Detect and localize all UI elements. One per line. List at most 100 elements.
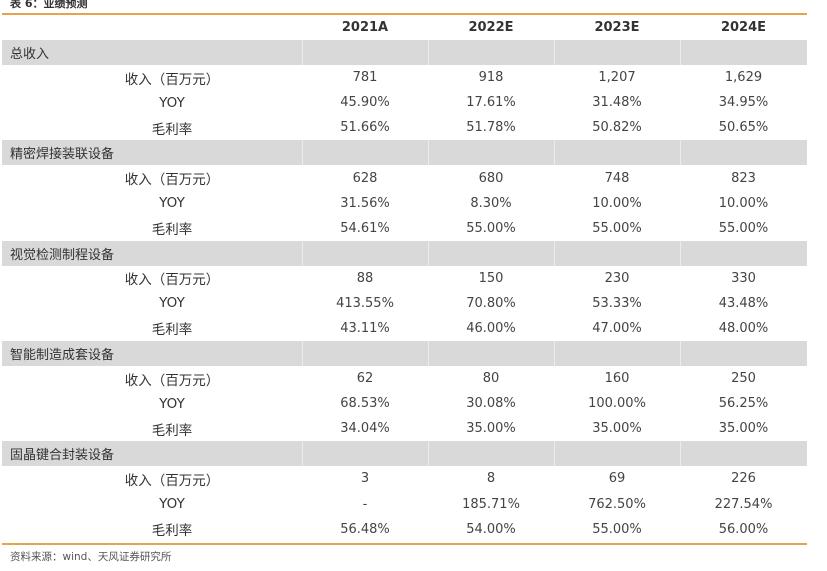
table-cell: 150 [478, 270, 504, 286]
table-cell: - [362, 496, 368, 512]
table-cell: 34.95% [718, 95, 769, 111]
row-label: 毛利率 [151, 422, 193, 439]
table-cell: 55.00% [466, 220, 516, 236]
header-row: 2021A 2022E 2023E 2024E [2, 15, 807, 40]
row-label: 收入（百万元） [124, 472, 220, 489]
top-rule [2, 13, 807, 15]
segment-row: 精密焊接装联设备 [2, 140, 807, 166]
table-cell: 69 [608, 471, 626, 487]
table-cell: 53.33% [592, 295, 642, 311]
table-cell: 54.61% [340, 220, 390, 236]
row-label: 毛利率 [151, 222, 193, 239]
table-cell: 680 [478, 170, 504, 186]
table-cell: 35.00% [718, 421, 769, 437]
column-header: 2023E [594, 20, 640, 36]
table-cell: 160 [604, 371, 630, 387]
segment-label: 总收入 [2, 40, 302, 66]
table-cell: 45.90% [340, 95, 390, 111]
table-row: 收入（百万元） 62 80 160 250 [2, 366, 807, 391]
table-row: YOY 413.55% 70.80% 53.33% 43.48% [2, 291, 807, 316]
table-cell: 56.48% [340, 521, 390, 537]
table-cell: 8 [486, 471, 496, 487]
table-cell: 185.71% [462, 496, 520, 512]
table-cell: 70.80% [466, 295, 516, 311]
table-cell: 823 [731, 170, 756, 186]
header-label-cell [2, 15, 302, 40]
table-caption: 表 6：业绩预测 [10, 0, 88, 10]
table-cell: 43.48% [718, 295, 769, 311]
row-label: 毛利率 [151, 523, 193, 540]
table-cell: 8.30% [470, 195, 512, 211]
table-cell: 35.00% [466, 421, 516, 437]
table-cell: 47.00% [592, 320, 642, 336]
row-label: 毛利率 [151, 322, 193, 339]
table-cell: 781 [352, 70, 378, 86]
table-cell: 34.04% [340, 421, 390, 437]
table-cell: 330 [731, 270, 756, 286]
table-row: 收入（百万元） 628 680 748 823 [2, 165, 807, 190]
segment-label: 视觉检测制程设备 [2, 240, 302, 266]
table-cell: 250 [731, 371, 756, 387]
row-label: YOY [159, 395, 185, 412]
table-cell: 88 [356, 270, 374, 286]
segment-row: 智能制造成套设备 [2, 341, 807, 367]
table-cell: 51.66% [340, 120, 390, 136]
table-cell: 1,629 [724, 70, 763, 86]
segment-label: 智能制造成套设备 [2, 341, 302, 367]
table-cell: 62 [356, 371, 374, 387]
table-cell: 43.11% [340, 320, 390, 336]
table-row: 毛利率 51.66% 51.78% 50.82% 50.65% [2, 115, 807, 140]
segment-row: 视觉检测制程设备 [2, 240, 807, 266]
table-cell: 55.00% [718, 220, 769, 236]
row-label: YOY [159, 94, 185, 111]
table-row: 收入（百万元） 88 150 230 330 [2, 266, 807, 291]
bottom-rule [2, 543, 807, 545]
row-label: YOY [159, 195, 185, 212]
column-header: 2022E [468, 20, 514, 36]
table-row: YOY 68.53% 30.08% 100.00% 56.25% [2, 391, 807, 416]
table-cell: 10.00% [718, 195, 769, 211]
table-cell: 56.00% [718, 521, 769, 537]
table-row: 收入（百万元） 781 918 1,207 1,629 [2, 65, 807, 90]
row-label: 收入（百万元） [124, 71, 220, 88]
table-cell: 1,207 [598, 70, 636, 86]
table-cell: 55.00% [592, 521, 642, 537]
table-row: 毛利率 34.04% 35.00% 35.00% 35.00% [2, 416, 807, 441]
segment-label: 固晶键合封装设备 [2, 441, 302, 467]
table-cell: 413.55% [336, 295, 394, 311]
table-cell: 17.61% [466, 95, 516, 111]
table-cell: 30.08% [466, 396, 516, 412]
table-cell: 748 [604, 170, 630, 186]
table-cell: 48.00% [718, 320, 769, 336]
table-row: 毛利率 43.11% 46.00% 47.00% 48.00% [2, 316, 807, 341]
table-row: YOY - 185.71% 762.50% 227.54% [2, 491, 807, 516]
table-cell: 227.54% [714, 496, 773, 512]
table-cell: 31.56% [340, 195, 390, 211]
table-row: YOY 45.90% 17.61% 31.48% 34.95% [2, 90, 807, 115]
column-header: 2021A [341, 20, 389, 36]
table-cell: 762.50% [588, 496, 646, 512]
row-label: 收入（百万元） [124, 272, 220, 289]
table-cell: 51.78% [466, 120, 516, 136]
table-cell: 3 [360, 471, 370, 487]
row-label: 收入（百万元） [124, 372, 220, 389]
row-label: YOY [159, 295, 185, 312]
source-note: 资料来源：wind、天风证券研究所 [10, 551, 172, 563]
table-cell: 54.00% [466, 521, 516, 537]
segment-row: 总收入 [2, 40, 807, 66]
table-cell: 226 [731, 471, 756, 487]
row-label: YOY [159, 496, 185, 513]
table-row: YOY 31.56% 8.30% 10.00% 10.00% [2, 191, 807, 216]
row-label: 收入（百万元） [124, 172, 220, 188]
table-cell: 10.00% [592, 195, 642, 211]
segment-row: 固晶键合封装设备 [2, 441, 807, 467]
table-cell: 56.25% [718, 396, 769, 412]
forecast-table: 2021A 2022E 2023E 2024E 总收入 收入（百万元） 781 … [2, 15, 807, 542]
table-cell: 35.00% [592, 421, 642, 437]
table-cell: 46.00% [466, 320, 516, 336]
segment-label: 精密焊接装联设备 [2, 140, 302, 166]
table-cell: 31.48% [592, 95, 642, 111]
column-header: 2024E [720, 20, 767, 36]
table-row: 收入（百万元） 3 8 69 226 [2, 466, 807, 491]
table-cell: 50.65% [718, 120, 769, 136]
